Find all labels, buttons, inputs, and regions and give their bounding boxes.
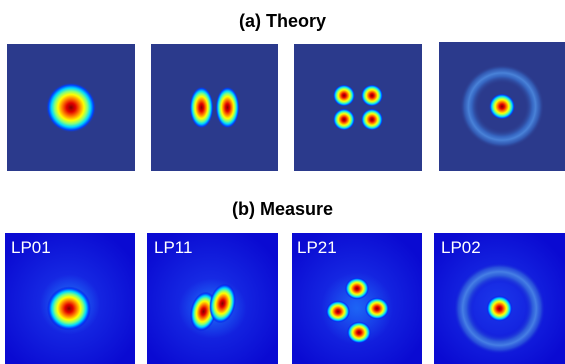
theory-panel-lp02	[439, 42, 565, 171]
measure-panel-lp01	[5, 233, 135, 364]
mode-lobe	[215, 86, 240, 129]
measure-label-lp21: LP21	[297, 238, 337, 257]
mode-lobe	[326, 300, 350, 323]
measure-panel-lp21	[292, 233, 422, 364]
measure-heading: (b) Measure	[231, 199, 334, 219]
mode-spot	[489, 93, 515, 120]
measure-panel-lp11	[147, 233, 278, 364]
measure-label-lp02: LP02	[441, 238, 481, 257]
mode-lobe	[209, 283, 236, 324]
mode-lobe	[347, 321, 371, 344]
theory-heading: (a) Theory	[238, 11, 326, 31]
measure-label-lp01: LP01	[11, 238, 51, 257]
lobe-halo	[321, 272, 393, 345]
mode-spot	[46, 82, 96, 133]
measure-panel-lp02	[434, 233, 565, 364]
mode-lobe	[345, 277, 369, 300]
mode-lobe	[333, 84, 355, 107]
mode-lobe	[189, 86, 214, 129]
panel-background	[151, 44, 278, 171]
measure-label-lp11: LP11	[154, 238, 193, 257]
mode-spot	[47, 286, 91, 331]
theory-panel-lp21	[294, 44, 422, 171]
mode-lobe	[361, 108, 383, 131]
mode-lobe	[333, 108, 355, 131]
mode-spot	[486, 295, 513, 322]
theory-panel-lp11	[151, 44, 278, 171]
theory-panel-lp01	[7, 44, 135, 171]
mode-lobe	[365, 297, 389, 320]
panel-background	[294, 44, 422, 171]
mode-lobe	[361, 84, 383, 107]
